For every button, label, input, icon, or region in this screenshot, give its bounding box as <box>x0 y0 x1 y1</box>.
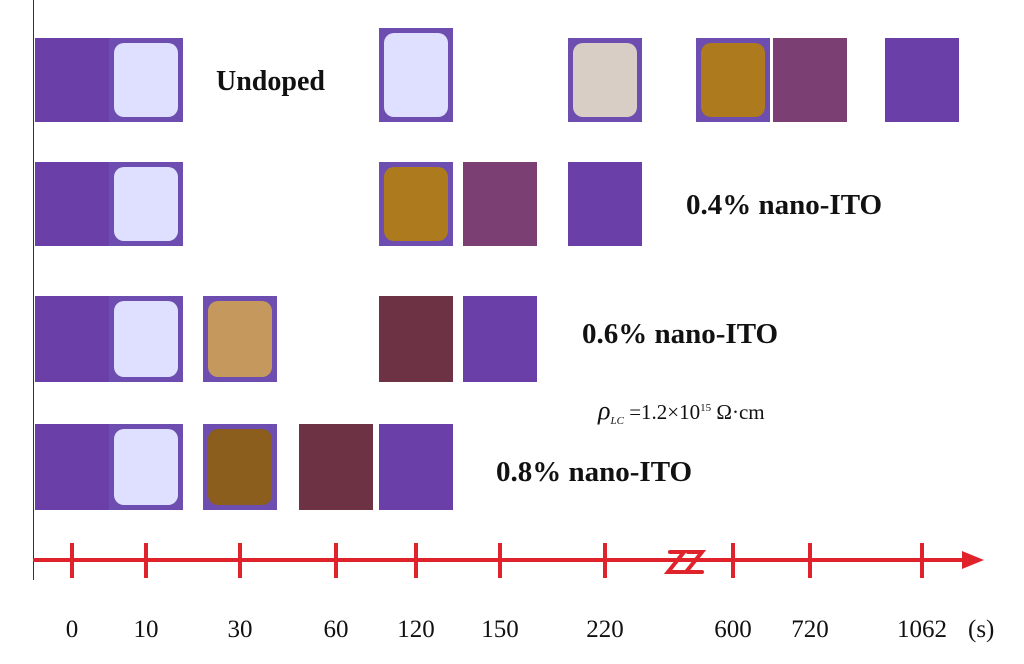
tick-label-150: 150 <box>481 616 519 643</box>
axis-arrowhead <box>962 551 984 569</box>
swatch-inner <box>114 429 178 505</box>
swatch-row1-t1062 <box>885 38 959 122</box>
tick-label-0: 0 <box>65 616 79 643</box>
swatch-inner <box>573 43 637 117</box>
axis-break-symbol <box>663 550 707 574</box>
swatch-inner <box>384 167 448 241</box>
rho-unit: Ω·cm <box>716 400 765 424</box>
swatch-row3-t150 <box>463 296 537 382</box>
axis-ticks <box>70 543 924 578</box>
tick-label-220: 220 <box>586 616 624 643</box>
tick-label-1062: 1062 <box>897 616 947 643</box>
rho-value: =1.2×10 <box>629 400 701 424</box>
swatch-row2-t220 <box>568 162 642 246</box>
swatch-row2-t120 <box>379 162 453 246</box>
swatch-inner <box>114 167 178 241</box>
rho-subscript: LC <box>610 415 624 428</box>
swatch-row1-t120 <box>379 28 453 122</box>
tick-label-10: 10 <box>133 616 159 643</box>
swatch-row4-t120 <box>379 424 453 510</box>
swatch-row2-t150 <box>463 162 537 246</box>
swatch-row1-t720 <box>773 38 847 122</box>
swatch-row2-t10 <box>109 162 183 246</box>
tick-label-720: 720 <box>791 616 829 643</box>
swatch-row1-t0 <box>35 38 109 122</box>
rho-exponent: 15 <box>700 402 712 414</box>
swatch-row3-t120 <box>379 296 453 382</box>
swatch-row4-t60 <box>299 424 373 510</box>
swatch-inner <box>208 429 272 505</box>
swatch-row2-t0 <box>35 162 109 246</box>
swatch-row4-t10 <box>109 424 183 510</box>
resistivity-annotation: ρLC =1.2×1015 Ω·cm <box>598 396 765 427</box>
swatch-row1-t600 <box>696 38 770 122</box>
left-border-line <box>33 0 34 580</box>
rho-symbol: ρ <box>598 396 611 425</box>
row-label-0-4: 0.4% nano-ITO <box>686 189 883 221</box>
swatch-inner <box>701 43 765 117</box>
row-label-0-6: 0.6% nano-ITO <box>582 318 779 350</box>
row-label-0-8: 0.8% nano-ITO <box>496 456 693 488</box>
swatch-row3-t30 <box>203 296 277 382</box>
swatch-inner <box>208 301 272 377</box>
time-axis <box>33 543 984 578</box>
swatch-row1-t220 <box>568 38 642 122</box>
swatch-row3-t0 <box>35 296 109 382</box>
row-label-undoped: Undoped <box>216 66 325 97</box>
swatch-row4-t0 <box>35 424 109 510</box>
swatch-inner <box>114 43 178 117</box>
tick-label-30: 30 <box>227 616 253 643</box>
swatch-row4-t30 <box>203 424 277 510</box>
swatch-inner <box>384 33 448 117</box>
axis-unit: (s) <box>968 616 995 643</box>
swatch-row1-t10 <box>109 38 183 122</box>
tick-label-60: 60 <box>323 616 349 643</box>
swatch-inner <box>114 301 178 377</box>
swatch-row3-t10 <box>109 296 183 382</box>
tick-label-600: 600 <box>714 616 752 643</box>
tick-label-120: 120 <box>397 616 435 643</box>
